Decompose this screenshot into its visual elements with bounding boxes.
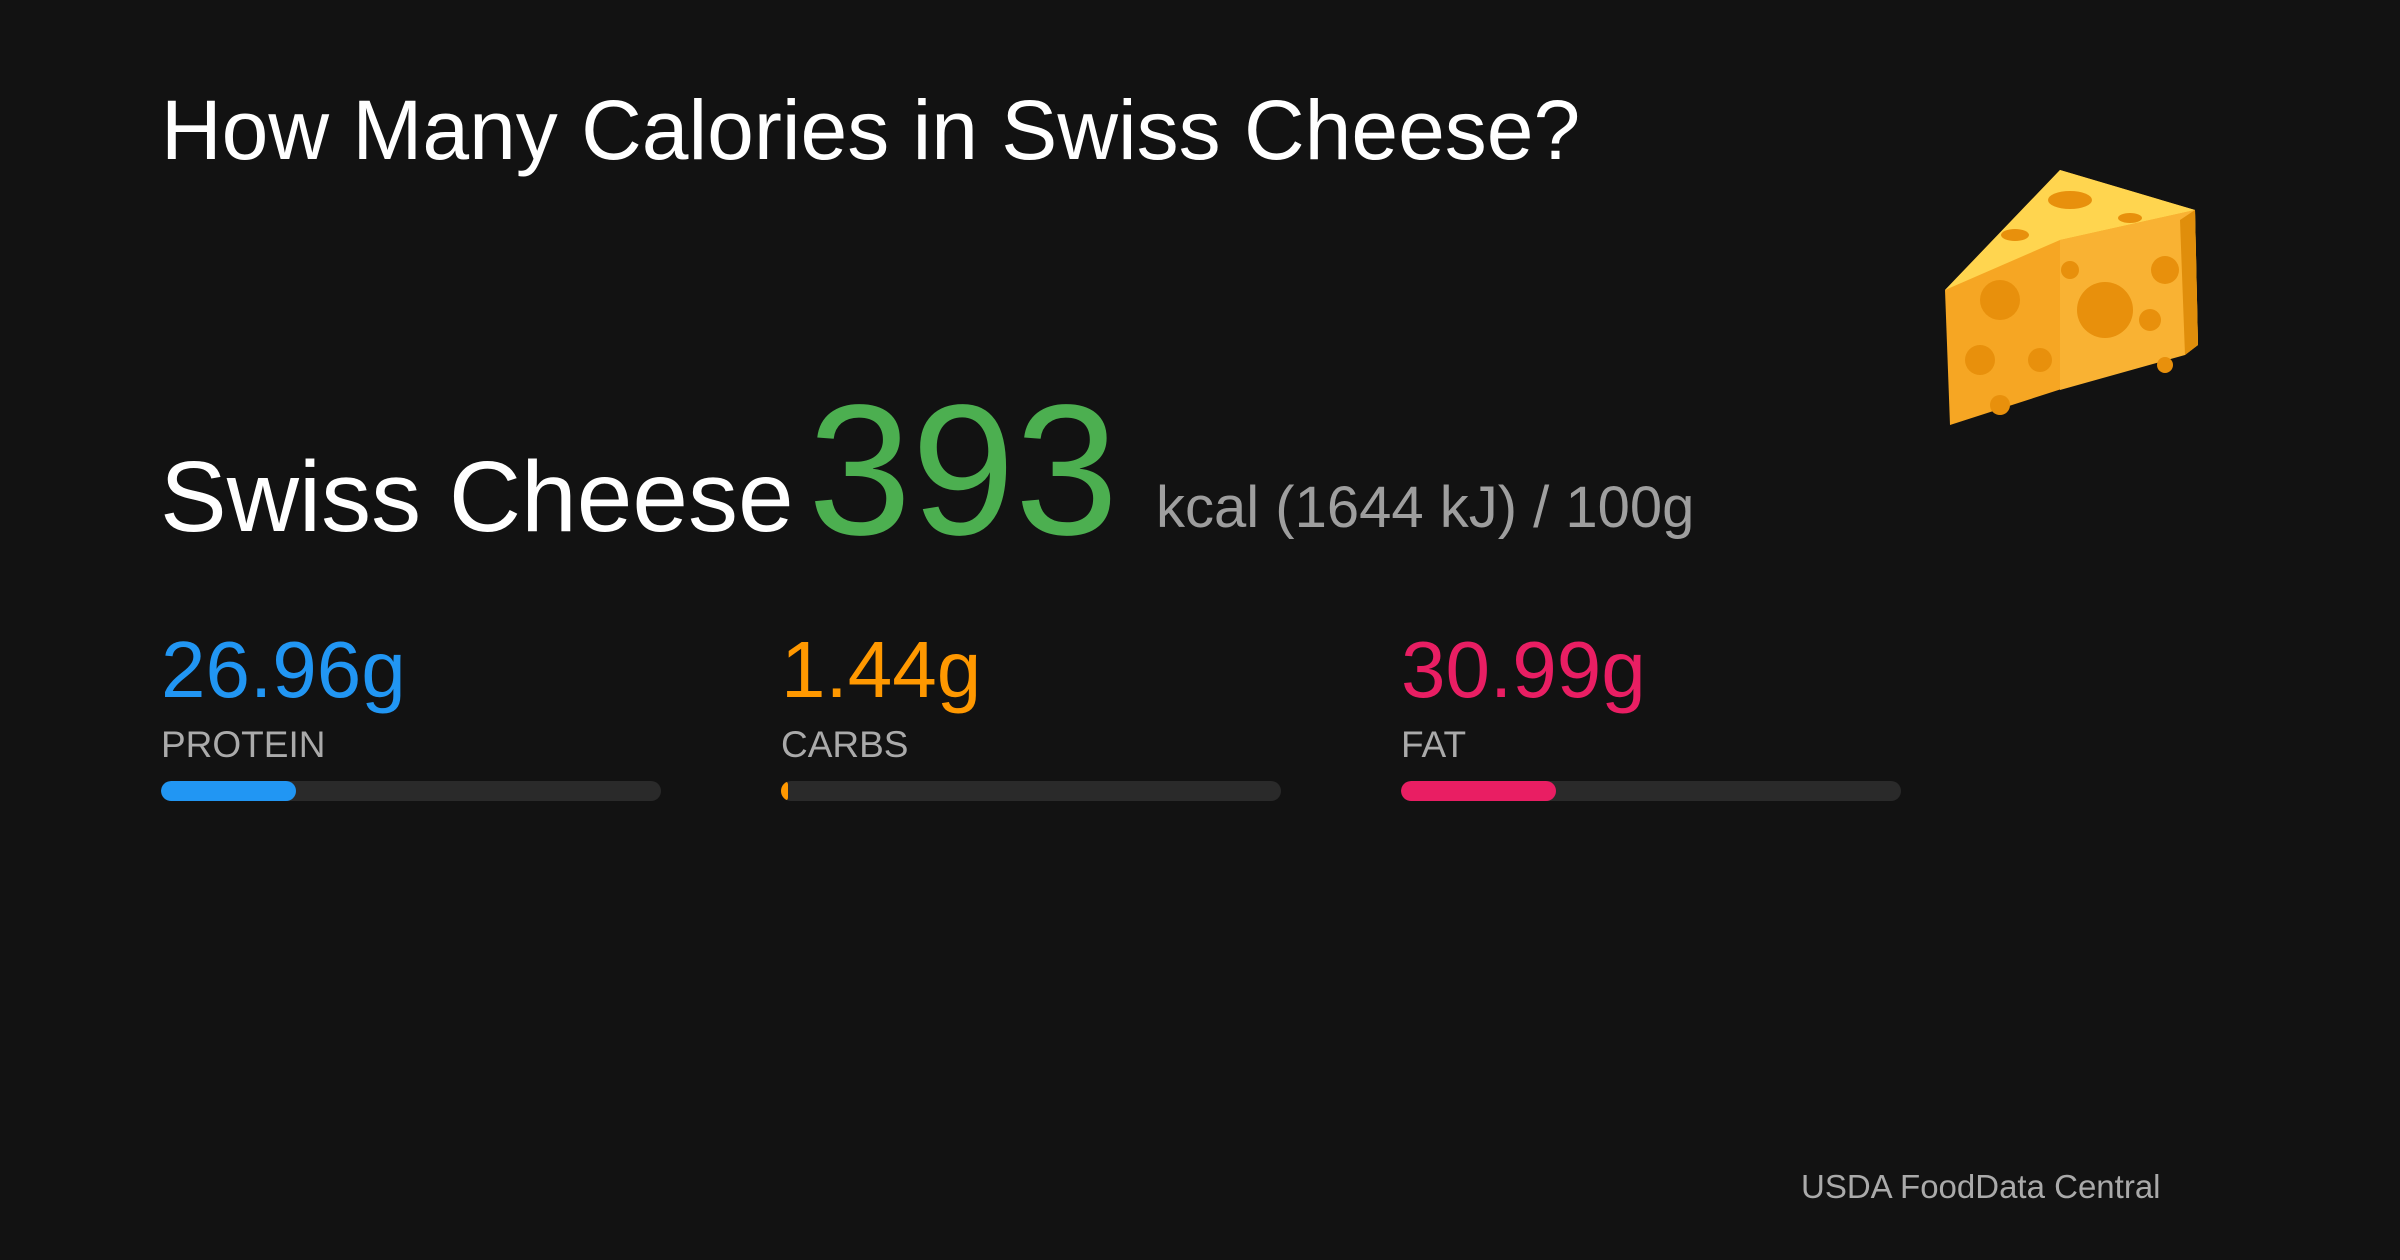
- macro: 30.99g FAT: [1401, 625, 1901, 801]
- macro-value: 30.99g: [1401, 625, 1646, 714]
- bar-track: [161, 781, 661, 801]
- macro: 1.44g CARBS: [781, 625, 1281, 801]
- macro-name: PROTEIN: [161, 724, 326, 765]
- macro-name: FAT: [1401, 724, 1467, 765]
- macro-name: CARBS: [781, 724, 909, 765]
- source: USDA FoodData Central: [1801, 1168, 2161, 1205]
- bar-track: [781, 781, 1281, 801]
- food-name: Swiss Cheese: [160, 441, 794, 553]
- bar-fill: [781, 781, 789, 801]
- title: How Many Calories in Swiss Cheese?: [161, 83, 1581, 177]
- cheese-icon: [1945, 170, 2198, 425]
- bar-fill: [161, 781, 296, 801]
- bar-track: [1401, 781, 1901, 801]
- macro: 26.96g PROTEIN: [161, 625, 661, 801]
- macro-value: 26.96g: [161, 625, 406, 714]
- calorie-unit: kcal (1644 kJ) / 100g: [1156, 475, 1695, 540]
- macro-value: 1.44g: [781, 625, 982, 714]
- bar-fill: [1401, 781, 1556, 801]
- calories: 393: [808, 367, 1119, 574]
